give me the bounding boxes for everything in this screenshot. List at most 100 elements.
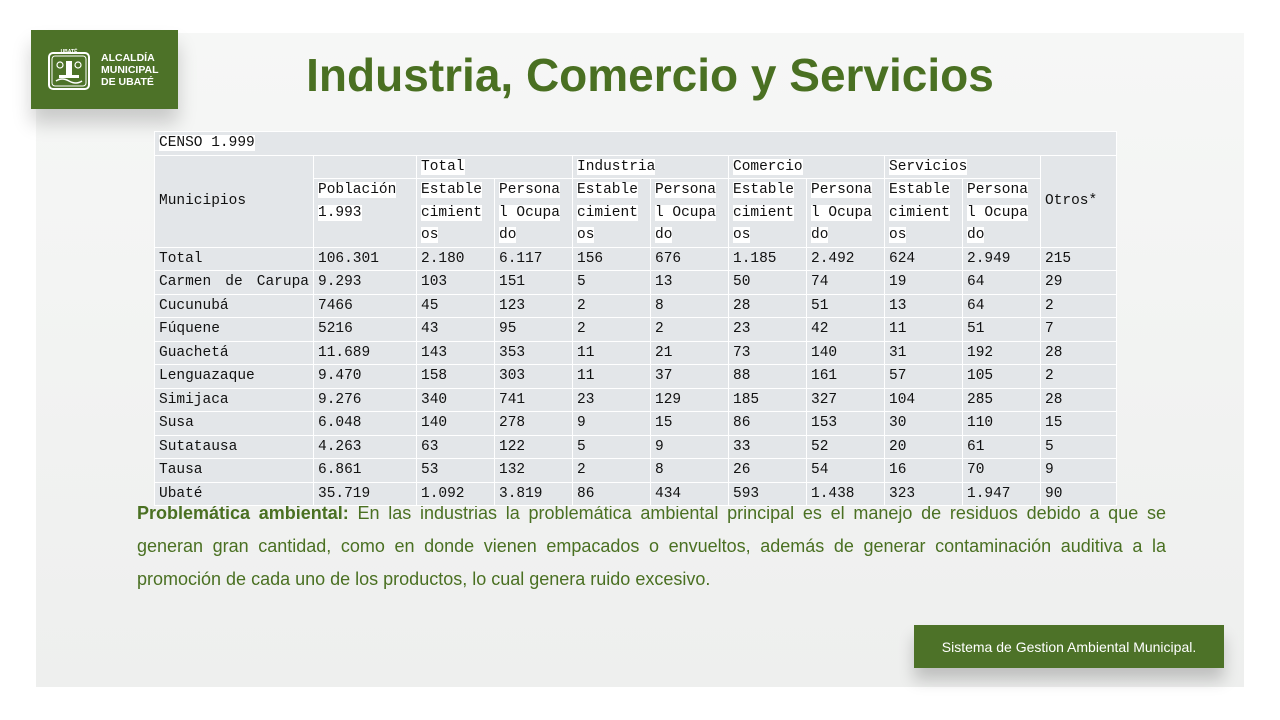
- otros-cell: 2: [1040, 364, 1117, 389]
- otros-cell: 7: [1040, 317, 1117, 342]
- servicios-personal-cell: 285: [962, 387, 1041, 412]
- poblacion-cell: 106.301: [313, 246, 417, 271]
- industria-establecimientos-cell: 9: [572, 411, 651, 436]
- industria-personal-cell: 15: [650, 411, 729, 436]
- header-otros: Otros*: [1040, 154, 1117, 248]
- comercio-personal-cell: 161: [806, 364, 885, 389]
- total-personal-cell: 95: [494, 317, 573, 342]
- otros-cell: 15: [1040, 411, 1117, 436]
- total-establecimientos-cell: 143: [416, 340, 495, 365]
- total-establecimientos-cell: 340: [416, 387, 495, 412]
- table-row: Lenguazaque 9.470 158 303 11 37 88 161 57 105 2: [154, 364, 1117, 389]
- header-empty: [313, 154, 417, 179]
- page-title: Industria, Comercio y Servicios: [306, 49, 994, 101]
- servicios-establecimientos-cell: 104: [884, 387, 963, 412]
- municipio-cell: Fúquene: [154, 317, 314, 342]
- total-establecimientos-cell: 53: [416, 458, 495, 483]
- census-label-cell: CENSO 1.999: [154, 131, 1117, 156]
- servicios-personal-cell: 64: [962, 270, 1041, 295]
- total-personal-cell: 303: [494, 364, 573, 389]
- header-municipios: Municipios: [154, 154, 314, 248]
- servicios-personal-cell: 1.947: [962, 481, 1041, 506]
- census-label: CENSO 1.999: [159, 135, 255, 151]
- servicios-establecimientos-cell: 31: [884, 340, 963, 365]
- industria-personal-cell: 37: [650, 364, 729, 389]
- servicios-personal-cell: 110: [962, 411, 1041, 436]
- municipio-cell: Ubaté: [154, 481, 314, 506]
- total-personal-cell: 278: [494, 411, 573, 436]
- total-establecimientos-cell: 43: [416, 317, 495, 342]
- servicios-establecimientos-cell: 30: [884, 411, 963, 436]
- poblacion-cell: 11.689: [313, 340, 417, 365]
- header-group-total: Total: [416, 154, 573, 179]
- comercio-establecimientos-cell: 73: [728, 340, 807, 365]
- table-row: Total 106.301 2.180 6.117 156 676 1.185 2.492 62…: [154, 246, 1117, 271]
- table-row: Cucunubá 7466 45 123 2 8 28 51 13 64 2: [154, 293, 1117, 318]
- comercio-personal-cell: 2.492: [806, 246, 885, 271]
- poblacion-cell: 5216: [313, 317, 417, 342]
- otros-cell: 28: [1040, 340, 1117, 365]
- servicios-personal-cell: 2.949: [962, 246, 1041, 271]
- municipio-cell: Simijaca: [154, 387, 314, 412]
- municipio-cell: Cucunubá: [154, 293, 314, 318]
- poblacion-cell: 35.719: [313, 481, 417, 506]
- industria-personal-cell: 13: [650, 270, 729, 295]
- comercio-establecimientos-cell: 593: [728, 481, 807, 506]
- servicios-personal-cell: 64: [962, 293, 1041, 318]
- industria-personal-cell: 21: [650, 340, 729, 365]
- comercio-establecimientos-cell: 23: [728, 317, 807, 342]
- municipio-cell: Total: [154, 246, 314, 271]
- alcaldia-logo: UBATÉ ALCALDÍA MUNICIPAL DE UBATÉ: [31, 30, 178, 109]
- industria-establecimientos-cell: 11: [572, 340, 651, 365]
- header-establecimientos-industria: Establecimientos: [572, 178, 651, 248]
- total-personal-cell: 353: [494, 340, 573, 365]
- industria-establecimientos-cell: 2: [572, 293, 651, 318]
- industria-establecimientos-cell: 5: [572, 434, 651, 459]
- servicios-personal-cell: 192: [962, 340, 1041, 365]
- table-row: Tausa 6.861 53 132 2 8 26 54 16 70 9: [154, 458, 1117, 483]
- group-header-row: Municipios Total Industria Comercio Serv…: [154, 154, 1117, 248]
- industria-personal-cell: 8: [650, 458, 729, 483]
- servicios-personal-cell: 105: [962, 364, 1041, 389]
- comercio-establecimientos-cell: 28: [728, 293, 807, 318]
- comercio-personal-cell: 140: [806, 340, 885, 365]
- header-group-servicios: Servicios: [884, 154, 1041, 179]
- table-row: Sutatausa 4.263 63 122 5 9 33 52 20 61 5: [154, 434, 1117, 459]
- total-establecimientos-cell: 2.180: [416, 246, 495, 271]
- otros-cell: 2: [1040, 293, 1117, 318]
- comercio-personal-cell: 1.438: [806, 481, 885, 506]
- servicios-personal-cell: 51: [962, 317, 1041, 342]
- table-row: Fúquene 5216 43 95 2 2 23 42 11 51 7: [154, 317, 1117, 342]
- comercio-establecimientos-cell: 1.185: [728, 246, 807, 271]
- municipio-cell: Carmen de Carupa: [154, 270, 314, 295]
- table-row: Susa 6.048 140 278 9 15 86 153 30 110 15: [154, 411, 1117, 436]
- header-establecimientos-servicios: Establecimientos: [884, 178, 963, 248]
- header-group-industria: Industria: [572, 154, 729, 179]
- sistema-gestion-button[interactable]: Sistema de Gestion Ambiental Municipal.: [914, 625, 1224, 668]
- total-personal-cell: 151: [494, 270, 573, 295]
- comercio-personal-cell: 54: [806, 458, 885, 483]
- header-personal-total: Personal Ocupado: [494, 178, 573, 248]
- table-row: Carmen de Carupa 9.293 103 151 5 13 50 74 19 64 29: [154, 270, 1117, 295]
- total-personal-cell: 6.117: [494, 246, 573, 271]
- municipio-cell: Susa: [154, 411, 314, 436]
- comercio-establecimientos-cell: 185: [728, 387, 807, 412]
- comercio-personal-cell: 153: [806, 411, 885, 436]
- servicios-establecimientos-cell: 323: [884, 481, 963, 506]
- total-personal-cell: 122: [494, 434, 573, 459]
- header-establecimientos-comercio: Establecimientos: [728, 178, 807, 248]
- municipal-seal-icon: UBATÉ: [48, 47, 90, 90]
- total-personal-cell: 3.819: [494, 481, 573, 506]
- industria-establecimientos-cell: 2: [572, 458, 651, 483]
- comercio-establecimientos-cell: 50: [728, 270, 807, 295]
- total-establecimientos-cell: 103: [416, 270, 495, 295]
- census-label-row: CENSO 1.999: [154, 131, 1117, 156]
- table-row: Simijaca 9.276 340 741 23 129 185 327 104 285 28: [154, 387, 1117, 412]
- total-personal-cell: 741: [494, 387, 573, 412]
- header-group-comercio: Comercio: [728, 154, 885, 179]
- paragraph-lead: Problemática ambiental:: [137, 503, 349, 523]
- servicios-establecimientos-cell: 19: [884, 270, 963, 295]
- industria-personal-cell: 2: [650, 317, 729, 342]
- logo-line-2: MUNICIPAL: [101, 63, 159, 76]
- servicios-personal-cell: 61: [962, 434, 1041, 459]
